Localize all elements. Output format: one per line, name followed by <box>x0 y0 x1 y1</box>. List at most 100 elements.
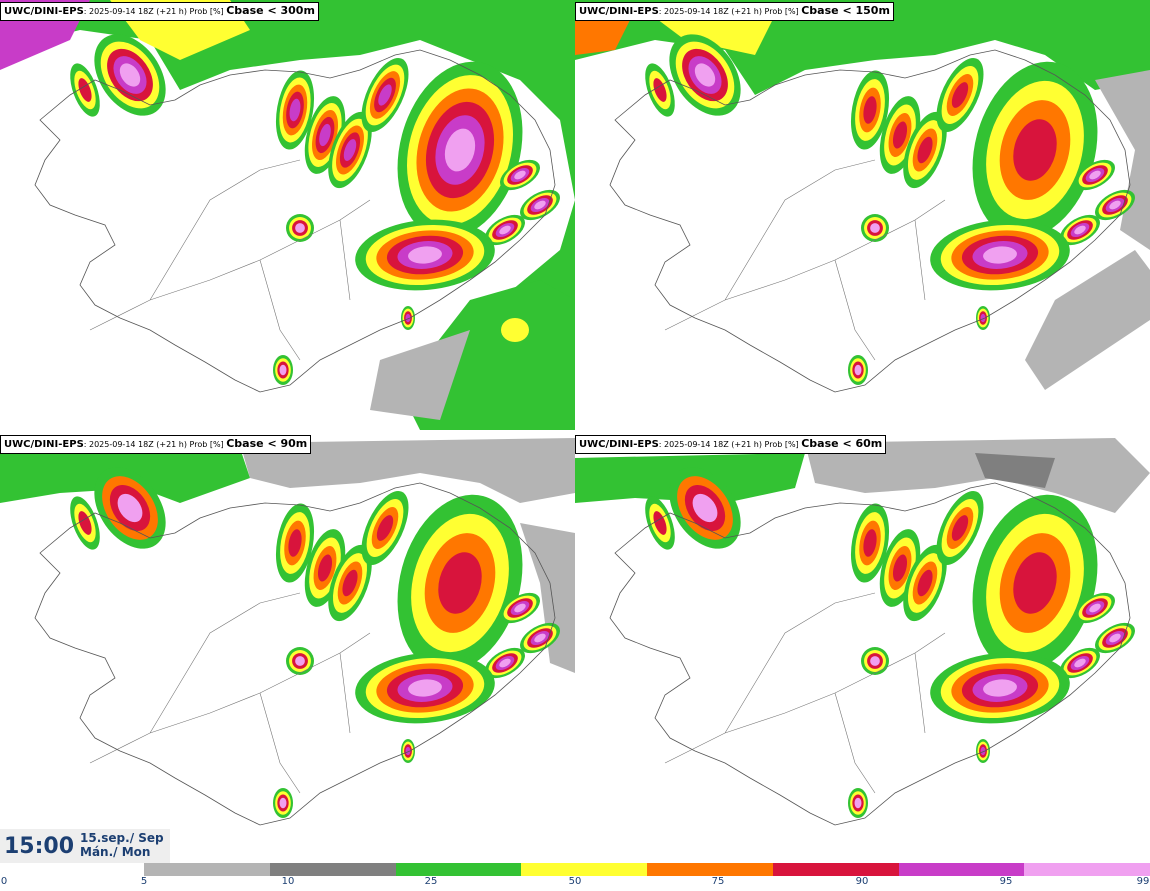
probability-area <box>645 10 775 55</box>
probability-area <box>295 223 305 233</box>
probability-area <box>534 633 546 643</box>
road-lines <box>89 592 371 794</box>
probability-area <box>78 78 92 102</box>
probability-area <box>279 797 287 809</box>
probability-area <box>980 313 986 323</box>
field-name: Cbase < 300m <box>226 4 315 17</box>
map-panel-cbase-300: UWC/DINI-EPS: 2025-09-14 18Z (+21 h) Pro… <box>0 0 575 430</box>
iceland-probability-map <box>0 438 575 826</box>
probability-area <box>1109 200 1121 210</box>
probability-area <box>378 84 392 106</box>
probability-area <box>117 493 143 523</box>
model-name: UWC/DINI-EPS <box>4 439 84 450</box>
probability-area <box>408 246 442 264</box>
colorbar-segment <box>269 863 396 876</box>
colorbar-segment <box>647 863 773 876</box>
coastline <box>609 49 1131 393</box>
probability-area <box>1013 552 1057 614</box>
road-lines <box>664 159 946 361</box>
colorbar-tick-label: 0 <box>0 876 8 887</box>
probability-area <box>805 438 1150 513</box>
colorbar-ticks: 0 5 10 25 50 75 90 95 99 <box>0 876 1150 890</box>
probability-area <box>501 318 529 342</box>
model-name: UWC/DINI-EPS <box>579 6 659 17</box>
road-lines <box>664 592 946 794</box>
probability-area <box>1013 119 1057 181</box>
probability-area <box>892 121 908 149</box>
probability-area <box>692 493 718 523</box>
run-info: : 2025-09-14 18Z (+21 h) Prob [%] <box>83 7 224 16</box>
colorbar-segment <box>1024 863 1150 876</box>
probability-area <box>1074 658 1086 668</box>
field-name: Cbase < 150m <box>801 4 890 17</box>
iceland-probability-map <box>0 0 575 430</box>
probability-colorbar <box>144 863 1150 876</box>
probability-area <box>370 330 470 420</box>
probability-area <box>343 139 357 161</box>
probability-area <box>119 63 141 87</box>
probability-area <box>863 529 877 557</box>
probability-area <box>279 364 287 376</box>
probability-area <box>863 96 877 124</box>
colorbar-tick-label: 50 <box>568 876 582 887</box>
colorbar-segment <box>395 863 522 876</box>
colorbar-segment <box>772 863 899 876</box>
probability-area <box>980 746 986 756</box>
colorbar-tick-label: 5 <box>140 876 148 887</box>
probability-area <box>854 797 862 809</box>
probability-area <box>892 554 908 582</box>
probability-area <box>983 246 1017 264</box>
colorbar-tick-label: 99 <box>1136 876 1150 887</box>
probability-area <box>1109 633 1121 643</box>
probability-area <box>499 225 511 235</box>
panel-title: UWC/DINI-EPS: 2025-09-14 18Z (+21 h) Pro… <box>575 2 894 21</box>
colorbar-segment <box>521 863 647 876</box>
coastline <box>34 49 556 393</box>
map-panel-cbase-60: UWC/DINI-EPS: 2025-09-14 18Z (+21 h) Pro… <box>575 433 1150 863</box>
probability-area <box>534 200 546 210</box>
probability-area <box>653 78 667 102</box>
probability-area <box>983 679 1017 697</box>
probability-area <box>1089 603 1101 613</box>
probability-area <box>917 136 933 164</box>
probability-area <box>1089 170 1101 180</box>
probability-layer <box>0 438 575 818</box>
probability-area <box>289 98 301 122</box>
run-info: : 2025-09-14 18Z (+21 h) Prob [%] <box>658 440 799 449</box>
probability-area <box>408 679 442 697</box>
probability-area <box>514 170 526 180</box>
colorbar-tick-label: 10 <box>281 876 295 887</box>
run-info: : 2025-09-14 18Z (+21 h) Prob [%] <box>83 440 224 449</box>
colorbar-tick-label: 90 <box>855 876 869 887</box>
probability-area <box>951 82 969 108</box>
map-panel-cbase-150: UWC/DINI-EPS: 2025-09-14 18Z (+21 h) Pro… <box>575 0 1150 430</box>
probability-area <box>444 128 476 172</box>
field-name: Cbase < 60m <box>801 437 883 450</box>
probability-area <box>870 656 880 666</box>
probability-area <box>870 223 880 233</box>
probability-area <box>499 658 511 668</box>
probability-area <box>1025 250 1150 390</box>
probability-area <box>405 746 411 756</box>
probability-area <box>405 313 411 323</box>
probability-area <box>520 523 575 673</box>
valid-time: 15:00 <box>4 834 75 859</box>
run-info: : 2025-09-14 18Z (+21 h) Prob [%] <box>658 7 799 16</box>
panel-title: UWC/DINI-EPS: 2025-09-14 18Z (+21 h) Pro… <box>0 435 312 454</box>
panel-title: UWC/DINI-EPS: 2025-09-14 18Z (+21 h) Pro… <box>575 435 887 454</box>
probability-area <box>342 569 358 597</box>
probability-area <box>1074 225 1086 235</box>
probability-area <box>653 511 667 535</box>
probability-area <box>295 656 305 666</box>
valid-date: 15.sep./ Sep Mán./ Mon <box>80 831 164 859</box>
probability-area <box>854 364 862 376</box>
model-name: UWC/DINI-EPS <box>4 6 84 17</box>
probability-layer <box>575 0 1150 390</box>
colorbar-tick-label: 25 <box>424 876 438 887</box>
probability-area <box>514 603 526 613</box>
colorbar-tick-label: 75 <box>711 876 725 887</box>
model-name: UWC/DINI-EPS <box>579 439 659 450</box>
probability-area <box>575 10 635 55</box>
field-name: Cbase < 90m <box>226 437 308 450</box>
probability-area <box>1095 70 1150 250</box>
